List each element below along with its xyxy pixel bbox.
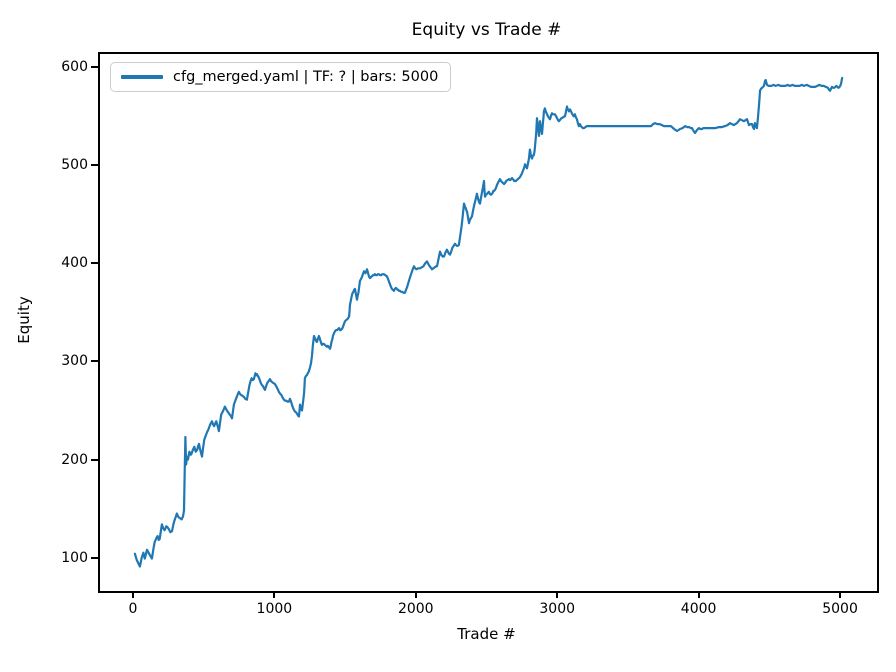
equity-line-svg [133, 76, 844, 568]
x-tick [839, 591, 842, 598]
y-tick [91, 458, 98, 461]
legend-label: cfg_merged.yaml | TF: ? | bars: 5000 [173, 69, 439, 85]
x-tick-label: 3000 [539, 601, 576, 617]
y-tick [91, 164, 98, 167]
x-tick-label: 5000 [822, 601, 858, 617]
equity-curve [133, 76, 844, 568]
chart-title: Equity vs Trade # [411, 20, 562, 40]
y-tick-label: 300 [61, 353, 88, 370]
x-tick-label: 0 [128, 601, 138, 617]
plot-area: cfg_merged.yaml | TF: ? | bars: 5000 [98, 52, 879, 593]
y-tick [91, 360, 98, 363]
x-tick-label: 4000 [680, 601, 717, 617]
x-tick-label: 2000 [397, 601, 434, 617]
x-tick [414, 591, 417, 598]
x-tick [131, 591, 134, 598]
legend: cfg_merged.yaml | TF: ? | bars: 5000 [110, 62, 452, 92]
y-tick-label: 100 [61, 549, 88, 566]
y-axis-label: Equity [15, 296, 33, 344]
y-tick [91, 262, 98, 265]
x-tick [273, 591, 276, 598]
y-tick-label: 400 [61, 255, 88, 272]
x-tick-label: 1000 [256, 601, 293, 617]
x-axis-label: Trade # [457, 625, 516, 643]
y-tick [91, 556, 98, 559]
x-tick [697, 591, 700, 598]
legend-line-swatch [121, 75, 163, 79]
x-tick [556, 591, 559, 598]
y-tick-label: 200 [61, 451, 88, 468]
y-tick [91, 66, 98, 69]
y-tick-label: 600 [61, 59, 88, 76]
y-tick-label: 500 [61, 157, 88, 174]
